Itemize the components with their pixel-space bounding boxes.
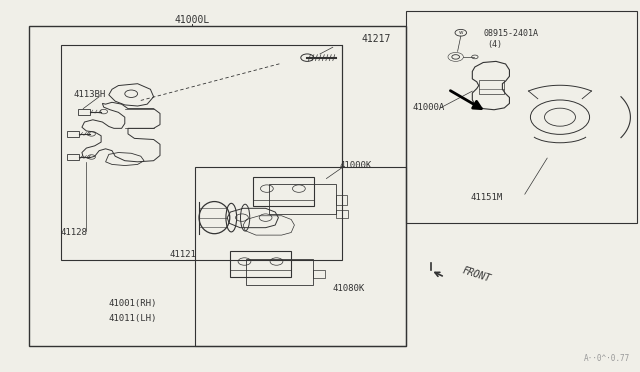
Bar xyxy=(253,177,314,206)
Text: A··0^·0.77: A··0^·0.77 xyxy=(584,354,630,363)
Bar xyxy=(199,202,230,234)
Text: 41011(LH): 41011(LH) xyxy=(109,314,157,323)
Text: 41121: 41121 xyxy=(170,250,196,259)
Text: 08915-2401A: 08915-2401A xyxy=(483,29,538,38)
Text: 41000A: 41000A xyxy=(413,103,445,112)
Bar xyxy=(314,270,325,278)
Text: 41217: 41217 xyxy=(362,34,391,44)
Text: (4): (4) xyxy=(488,40,502,49)
Bar xyxy=(246,259,314,285)
Text: 41151M: 41151M xyxy=(470,193,502,202)
Text: 41128: 41128 xyxy=(61,228,88,237)
Bar xyxy=(335,195,347,205)
Text: FRONT: FRONT xyxy=(461,265,492,284)
Bar xyxy=(67,154,79,160)
Text: 41080K: 41080K xyxy=(333,284,365,293)
Text: 41001(RH): 41001(RH) xyxy=(109,299,157,308)
Bar xyxy=(269,184,336,214)
Bar xyxy=(67,131,79,137)
Bar xyxy=(230,251,291,277)
Bar xyxy=(479,80,504,94)
Text: 41000L: 41000L xyxy=(174,16,210,25)
Text: 41000K: 41000K xyxy=(339,161,371,170)
Text: 4113BH: 4113BH xyxy=(74,90,106,99)
Bar xyxy=(78,109,90,115)
Bar xyxy=(335,210,348,218)
Text: w: w xyxy=(458,30,463,35)
